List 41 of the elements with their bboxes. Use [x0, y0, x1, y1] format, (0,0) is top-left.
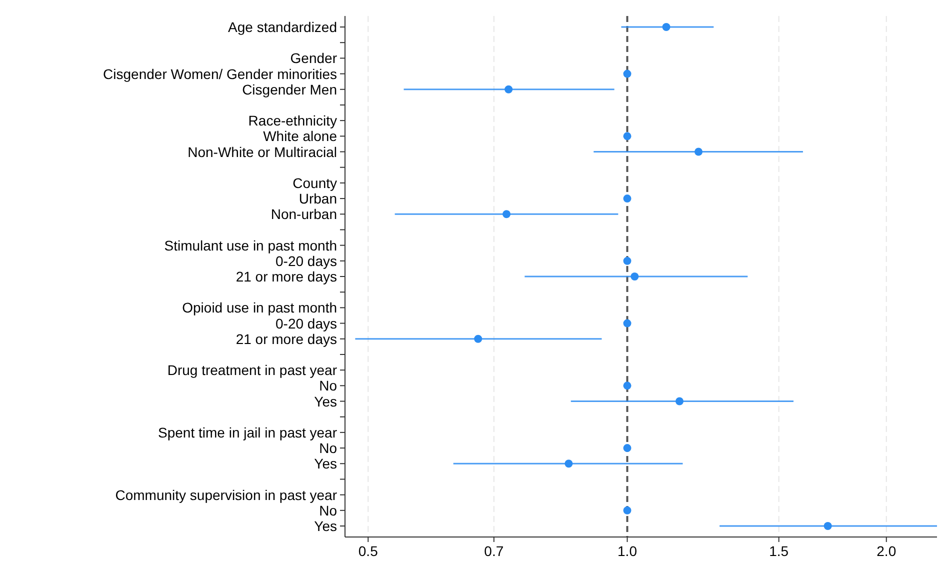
y-tick-label: No — [319, 378, 338, 394]
x-tick-label: 0.7 — [484, 543, 504, 559]
y-tick-label: Community supervision in past year — [115, 486, 338, 503]
point — [662, 23, 670, 31]
y-tick-label: 21 or more days — [236, 330, 337, 347]
y-tick-label: Opioid use in past month — [182, 300, 337, 316]
y-tick-label: Non-White or Multiracial — [188, 144, 337, 160]
point — [623, 382, 632, 390]
y-tick-label: No — [319, 502, 338, 518]
y-tick-label: Yes — [314, 518, 337, 534]
y-tick-label: Age standardized — [228, 19, 337, 35]
y-tick-label: Cisgender Men — [242, 81, 337, 98]
point — [623, 132, 632, 140]
point — [630, 272, 639, 280]
y-tick-label: 0-20 days — [276, 252, 337, 269]
x-tick-label: 2.0 — [876, 543, 896, 559]
y-tick-label: Race-ethnicity — [248, 112, 337, 129]
y-tick-label: Gender — [290, 50, 338, 66]
point — [623, 70, 632, 78]
y-tick-label: Yes — [314, 393, 337, 410]
y-tick-label: Non-urban — [270, 206, 337, 222]
y-tick-label: Spent time in jail in past year — [158, 424, 338, 440]
point — [623, 506, 632, 514]
y-tick-label: Stimulant use in past month — [164, 237, 337, 254]
x-tick-label: 1.0 — [618, 543, 638, 559]
point — [623, 319, 632, 328]
y-tick-label: County — [292, 174, 337, 191]
x-tick-label: 1.5 — [769, 543, 789, 559]
y-tick-label: White alone — [263, 128, 338, 144]
point — [676, 397, 684, 406]
y-tick-label: 0-20 days — [276, 315, 337, 332]
y-tick-label: 21 or more days — [236, 268, 337, 284]
point — [623, 444, 632, 452]
y-tick-label: No — [319, 440, 338, 456]
y-tick-label: Cisgender Women/ Gender minorities — [103, 66, 337, 82]
y-tick-label: Drug treatment in past year — [167, 362, 338, 378]
point — [623, 194, 632, 203]
y-tick-label: Urban — [298, 190, 337, 207]
y-tick-label: Yes — [314, 456, 337, 472]
x-tick-label: 0.5 — [358, 543, 378, 559]
point — [623, 256, 632, 265]
